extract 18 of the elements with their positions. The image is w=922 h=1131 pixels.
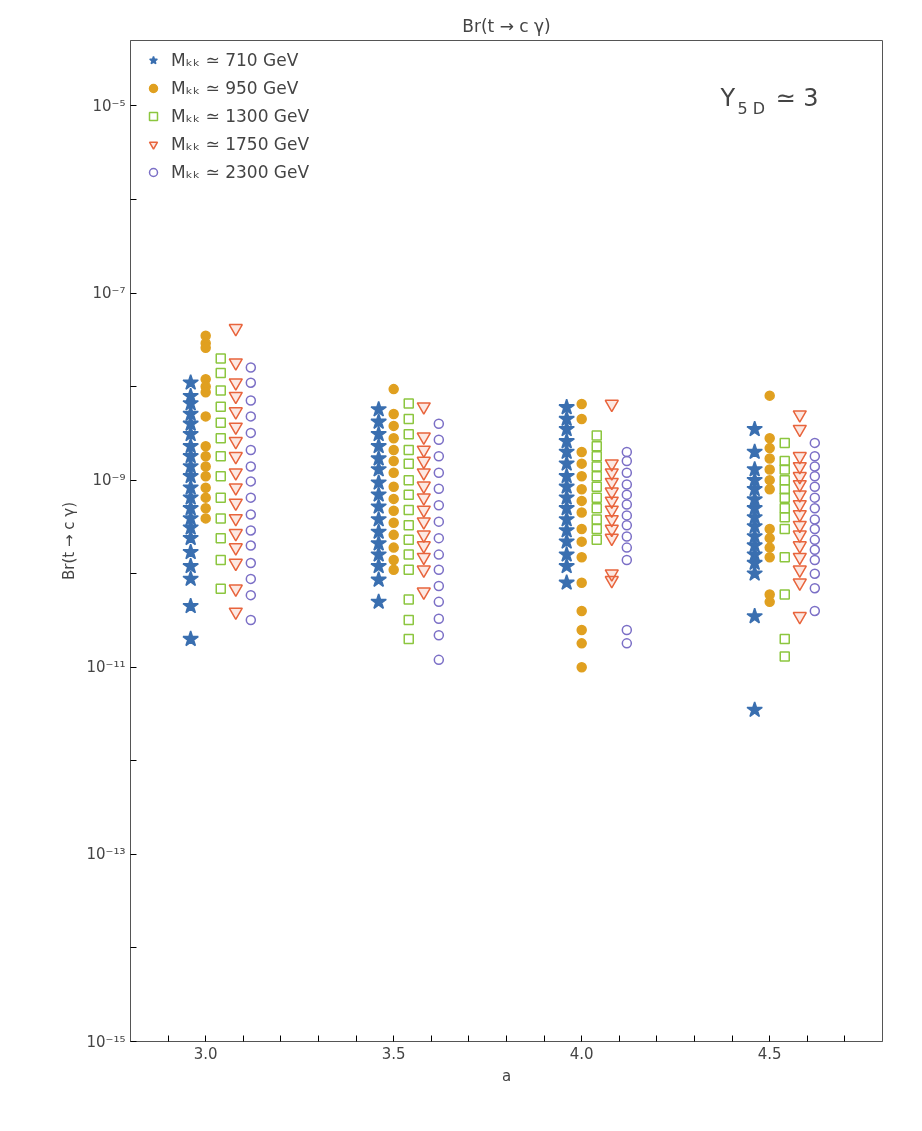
y-tick-label: 10⁻⁵: [92, 96, 126, 115]
y-tick-label: 10⁻¹¹: [86, 658, 126, 677]
x-tick-label: 3.5: [381, 1044, 406, 1063]
y-tick-label: 10⁻⁹: [92, 471, 126, 490]
legend-label: Mₖₖ ≃ 1300 GeV: [171, 106, 310, 126]
x-tick-label: 4.0: [569, 1044, 594, 1063]
x-tick-label: 3.0: [193, 1044, 218, 1063]
legend-label: Mₖₖ ≃ 710 GeV: [171, 50, 299, 70]
chart-title: Br(t → c γ): [462, 15, 551, 36]
legend-label: Mₖₖ ≃ 1750 GeV: [171, 134, 310, 154]
legend-label: Mₖₖ ≃ 950 GeV: [171, 78, 299, 98]
y-tick-label: 10⁻⁷: [92, 284, 126, 303]
y-tick-label: 10⁻¹⁵: [86, 1032, 126, 1051]
y-tick-label: 10⁻¹³: [86, 845, 126, 864]
y-axis-title: Br(t → c γ): [60, 501, 79, 581]
x-tick-label: 4.5: [757, 1044, 782, 1063]
x-axis-title: a: [501, 1066, 512, 1085]
legend-label: Mₖₖ ≃ 2300 GeV: [171, 162, 310, 182]
